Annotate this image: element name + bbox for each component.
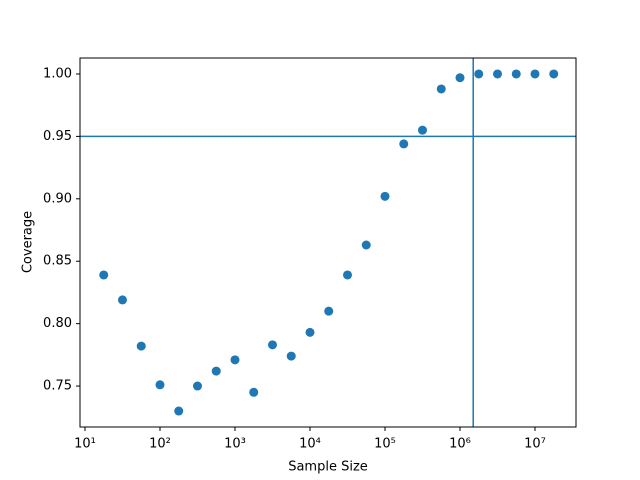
point <box>474 69 484 79</box>
point <box>305 327 315 337</box>
point <box>399 139 409 149</box>
x-tick-label: 10¹ <box>74 437 96 452</box>
x-tick-label: 10⁶ <box>449 437 471 452</box>
point <box>211 366 221 376</box>
point <box>192 381 202 391</box>
point <box>361 240 371 250</box>
point <box>99 270 109 280</box>
point <box>493 69 503 79</box>
y-tick-label: 0.95 <box>43 129 72 144</box>
y-tick-label: 0.85 <box>43 254 72 269</box>
point <box>530 69 540 79</box>
y-tick-label: 0.75 <box>43 379 72 394</box>
point <box>511 69 521 79</box>
point <box>174 406 184 416</box>
point <box>230 355 240 365</box>
y-tick-label: 0.90 <box>43 191 72 206</box>
point <box>324 306 334 316</box>
x-tick-label: 10⁴ <box>299 437 321 452</box>
point <box>418 125 427 135</box>
y-tick-label: 0.80 <box>43 316 72 331</box>
point <box>380 191 390 201</box>
x-axis-label: Sample Size <box>288 460 368 475</box>
x-tick-label: 10² <box>149 437 171 452</box>
point <box>155 380 165 390</box>
point <box>117 295 127 305</box>
point <box>436 84 446 94</box>
x-tick-label: 10³ <box>224 437 246 452</box>
point <box>549 69 559 79</box>
point <box>455 73 465 83</box>
y-axis-label: Coverage <box>21 211 36 273</box>
point <box>136 341 146 351</box>
point <box>249 387 259 397</box>
plot-frame <box>79 57 577 428</box>
y-tick-label: 1.00 <box>43 66 72 81</box>
point <box>342 270 352 280</box>
point <box>286 351 296 361</box>
x-tick-label: 10⁷ <box>524 437 546 452</box>
point <box>267 340 277 350</box>
x-tick-label: 10⁵ <box>374 437 396 452</box>
